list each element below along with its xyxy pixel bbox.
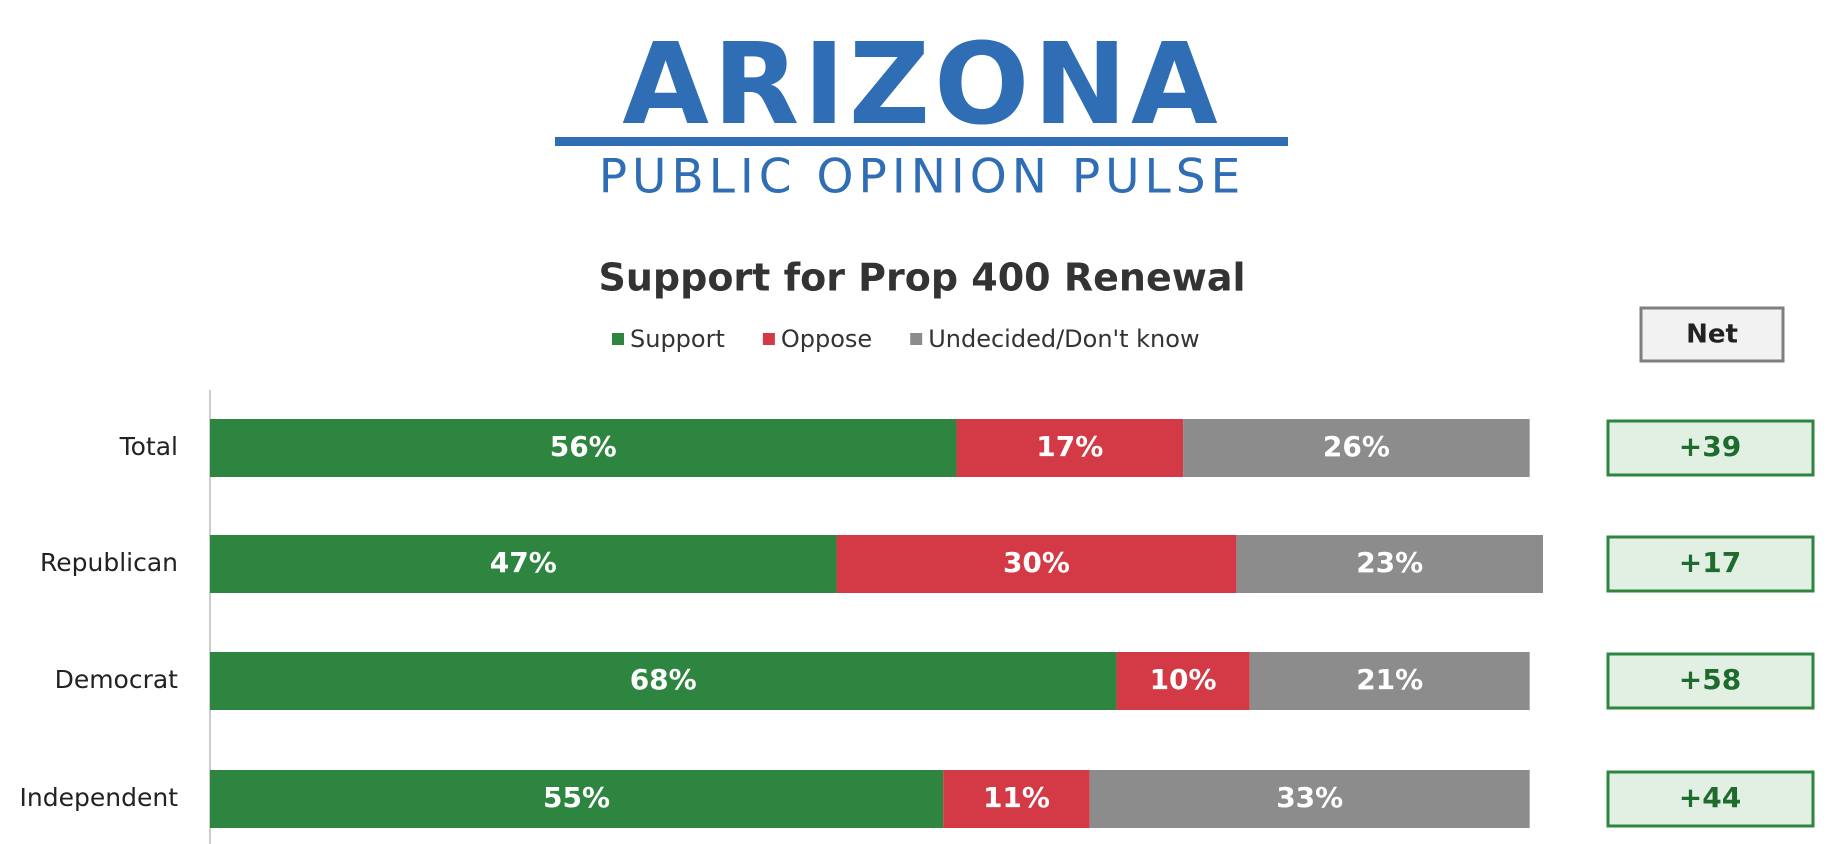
net-box [1606, 419, 1815, 477]
y-tick-label: Democrat [55, 665, 179, 694]
net-label: +39 [1679, 430, 1741, 463]
legend-swatch [910, 333, 923, 345]
bar-segment [210, 419, 957, 477]
value-label: 56% [550, 430, 617, 463]
bar-segment [210, 535, 837, 593]
value-label: 11% [983, 781, 1050, 814]
logo-title: ARIZONA [622, 20, 1221, 150]
value-label: 10% [1150, 663, 1217, 696]
net-box [1606, 535, 1815, 593]
value-label: 23% [1356, 546, 1423, 579]
value-label: 68% [630, 663, 697, 696]
net-header-box [1639, 306, 1785, 363]
y-tick-label: Independent [20, 783, 179, 812]
y-tick-label: Total [119, 432, 178, 461]
bar-segment [1089, 770, 1530, 828]
value-label: 33% [1276, 781, 1343, 814]
net-box [1606, 652, 1815, 710]
bar-segment [210, 770, 944, 828]
net-label: +58 [1679, 663, 1741, 696]
bar-segment [956, 419, 1184, 477]
value-label: 17% [1036, 430, 1103, 463]
value-label: 30% [1003, 546, 1070, 579]
logo-rule [555, 137, 1288, 146]
bar-segment [1249, 652, 1530, 710]
bar-segment [1116, 652, 1250, 710]
chart-title: Support for Prop 400 Renewal [599, 256, 1246, 300]
bar-segment [1183, 419, 1530, 477]
y-tick-label: Republican [40, 548, 178, 577]
value-label: 55% [543, 781, 610, 814]
net-label: +17 [1679, 546, 1741, 579]
net-box [1606, 770, 1815, 828]
legend-label: Undecided/Don't know [928, 325, 1199, 353]
net-header: Net [1686, 320, 1738, 350]
legend-label: Oppose [781, 325, 872, 353]
net-label: +44 [1679, 781, 1741, 814]
legend-swatch [762, 333, 775, 345]
value-label: 26% [1323, 430, 1390, 463]
bar-segment [836, 535, 1237, 593]
value-label: 47% [490, 546, 557, 579]
value-label: 21% [1356, 663, 1423, 696]
logo-subtitle: PUBLIC OPINION PULSE [599, 150, 1246, 205]
bar-segment [1236, 535, 1543, 593]
bar-segment [210, 652, 1117, 710]
bar-segment [943, 770, 1090, 828]
legend-swatch [612, 333, 624, 345]
legend-label: Support [630, 325, 725, 353]
